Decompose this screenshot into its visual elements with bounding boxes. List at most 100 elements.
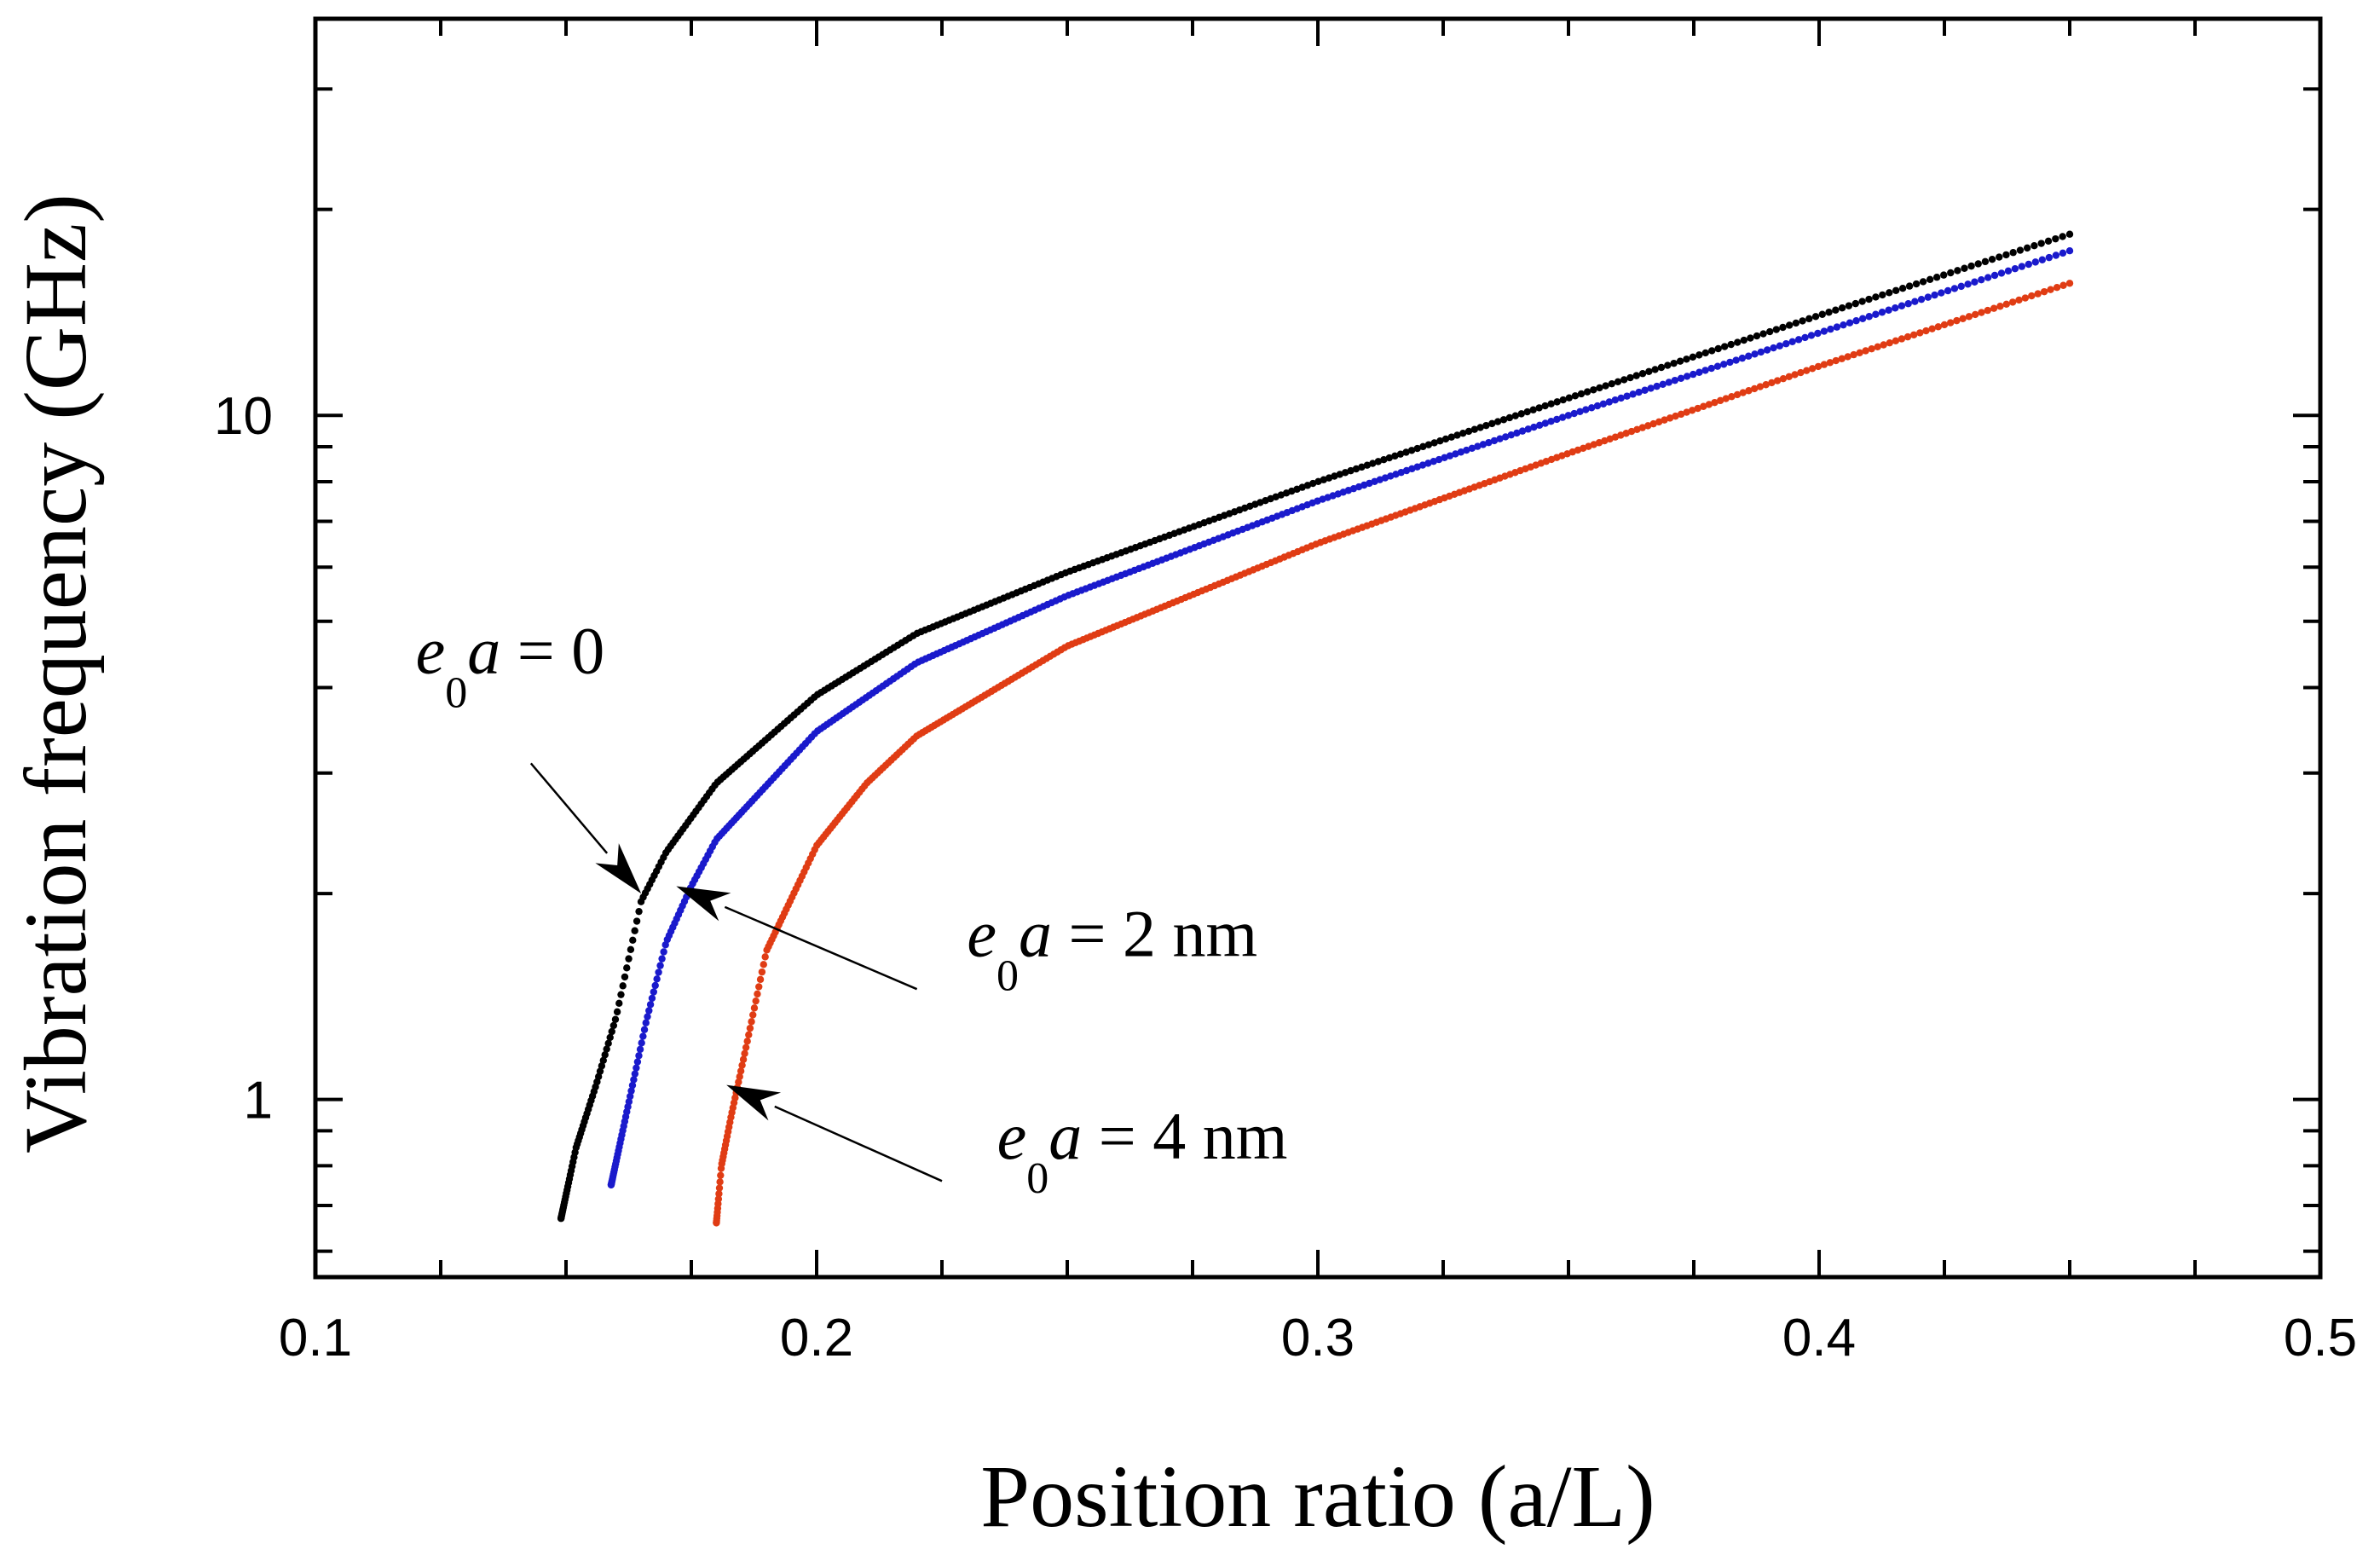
data-point: [1430, 458, 1437, 465]
data-point: [1917, 295, 1926, 304]
data-point: [1756, 383, 1765, 390]
data-point: [1664, 361, 1672, 369]
data-point: [1850, 350, 1857, 359]
data-point: [1988, 255, 1996, 263]
data-point: [716, 1178, 724, 1186]
data-point: [1441, 435, 1450, 443]
data-point: [743, 1038, 751, 1045]
data-point: [1762, 381, 1770, 389]
data-point: [1463, 446, 1470, 454]
data-point: [1655, 418, 1663, 426]
data-point: [2059, 249, 2067, 257]
data-point: [1791, 371, 1799, 379]
data-point: [1651, 366, 1659, 373]
data-point: [1320, 476, 1327, 483]
data-point: [1358, 463, 1366, 471]
data-point: [1922, 327, 1930, 335]
data-point: [633, 1064, 640, 1072]
data-point: [631, 1070, 639, 1078]
data-point: [1325, 474, 1333, 482]
data-point: [1851, 299, 1859, 308]
data-point: [1838, 304, 1846, 312]
data-point: [1577, 390, 1586, 398]
data-point: [1436, 437, 1444, 445]
data-point: [1485, 438, 1493, 447]
data-point: [1683, 373, 1691, 380]
data-point: [653, 975, 661, 983]
data-point: [1984, 274, 1992, 281]
data-point: [1695, 351, 1703, 359]
data-point: [1541, 419, 1550, 427]
data-point: [1694, 404, 1701, 413]
data-point: [1447, 433, 1455, 441]
data-point: [1649, 419, 1657, 428]
data-point: [1747, 334, 1754, 342]
data-point: [1912, 280, 1921, 288]
data-point: [1499, 416, 1508, 424]
data-point: [1711, 398, 1719, 407]
data-point: [1984, 306, 1991, 315]
data-point: [1996, 253, 2003, 261]
data-point: [1745, 352, 1753, 360]
data-point: [1892, 286, 1900, 294]
annotation-ann4: e0a = 4 nm: [726, 1084, 1288, 1203]
data-point: [1441, 454, 1448, 462]
data-point: [1805, 315, 1813, 323]
data-point: [1911, 298, 1919, 305]
data-point: [1657, 363, 1666, 372]
x-tick-label: 0.4: [1782, 1309, 1856, 1367]
data-point: [1369, 460, 1377, 467]
data-point: [1903, 332, 1912, 341]
data-point: [1814, 362, 1823, 371]
data-point: [1424, 441, 1433, 448]
data-point: [2065, 230, 2074, 238]
data-point: [601, 1051, 609, 1059]
data-point: [636, 1045, 644, 1054]
data-point: [1408, 465, 1416, 473]
data-point: [1868, 344, 1875, 353]
data-point: [2038, 256, 2047, 263]
data-point: [1501, 433, 1510, 441]
data-point: [1638, 370, 1647, 378]
data-point: [1978, 275, 1985, 284]
data-point: [758, 968, 766, 976]
data-point: [629, 936, 637, 945]
data-point: [1596, 384, 1603, 392]
series-2: [713, 280, 2074, 1227]
data-point: [1765, 327, 1774, 336]
data-point: [613, 1008, 621, 1016]
data-point: [1505, 413, 1514, 422]
data-point: [1705, 401, 1713, 408]
data-point: [1493, 418, 1502, 425]
data-point: [1547, 400, 1555, 408]
data-point: [1683, 356, 1690, 363]
data-point: [756, 975, 765, 984]
data-point: [635, 907, 643, 916]
data-point: [609, 1021, 618, 1030]
data-point: [1734, 338, 1742, 346]
data-point: [1978, 309, 1985, 316]
data-point: [628, 1081, 637, 1090]
data-point: [1418, 461, 1427, 469]
data-point: [1811, 313, 1820, 321]
data-point: [1825, 309, 1833, 316]
data-point: [1347, 466, 1355, 475]
data-point: [738, 1061, 746, 1069]
annotation-label: e0a = 4 nm: [997, 1099, 1288, 1203]
x-axis-ticks: 0.1 0.2 0.3 0.4 0.5: [279, 19, 2357, 1367]
data-point: [642, 1019, 650, 1026]
data-point: [1430, 439, 1438, 447]
data-point: [1490, 437, 1499, 445]
data-point: [1677, 410, 1685, 419]
data-point: [1413, 463, 1421, 471]
data-point: [1827, 325, 1834, 333]
data-point: [1661, 416, 1668, 424]
data-point: [1407, 447, 1416, 454]
data-point: [1511, 412, 1520, 419]
data-point: [1732, 356, 1740, 364]
data-point: [2040, 287, 2048, 296]
data-point: [2009, 249, 2017, 257]
data-point: [1872, 293, 1880, 301]
data-point: [1803, 367, 1811, 374]
data-point: [596, 1067, 604, 1075]
